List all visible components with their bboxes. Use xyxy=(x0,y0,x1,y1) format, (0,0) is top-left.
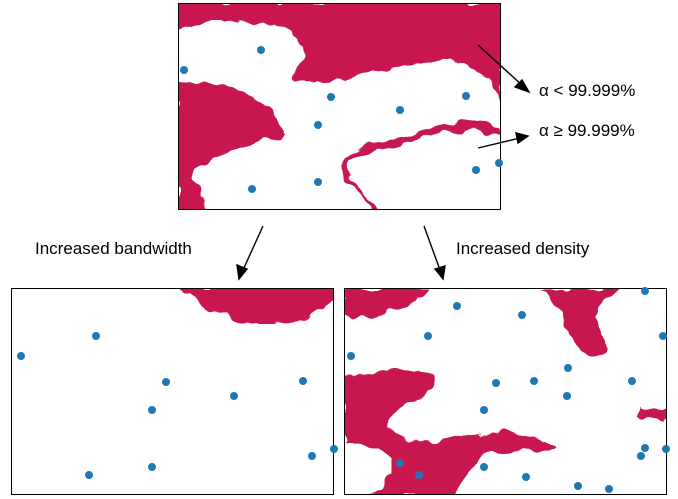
label-increased-density: Increased density xyxy=(456,239,590,258)
density-high-density-region xyxy=(344,288,667,495)
label-alpha-above: α ≥ 99.999% xyxy=(539,121,635,140)
data-point xyxy=(462,92,470,100)
data-point xyxy=(522,473,530,481)
arrow-increased-density xyxy=(423,225,441,271)
data-point xyxy=(415,471,423,479)
data-point xyxy=(453,302,461,310)
arrow-alpha-above xyxy=(477,137,521,149)
arrows xyxy=(236,44,531,281)
label-increased-bandwidth: Increased bandwidth xyxy=(35,239,192,258)
bottom-left-panel xyxy=(11,288,338,495)
data-point xyxy=(480,406,488,414)
data-point xyxy=(563,392,571,400)
bandwidth-high-density-region xyxy=(180,288,334,324)
data-point xyxy=(308,452,316,460)
data-point xyxy=(472,166,480,174)
data-point xyxy=(480,463,488,471)
data-point xyxy=(574,482,582,490)
arrowhead xyxy=(433,265,446,281)
data-point xyxy=(495,159,503,167)
data-point xyxy=(230,392,238,400)
data-point xyxy=(637,452,645,460)
arrowhead xyxy=(515,132,530,145)
bottom-right-frame xyxy=(344,288,667,495)
top-points xyxy=(180,46,503,193)
arrowhead xyxy=(236,263,249,281)
data-point xyxy=(564,364,572,372)
density-low-density-region xyxy=(344,443,392,495)
data-point xyxy=(327,93,335,101)
data-point xyxy=(396,106,404,114)
data-point xyxy=(641,444,649,452)
data-point xyxy=(347,352,355,360)
data-point xyxy=(330,445,338,453)
data-point xyxy=(424,332,432,340)
data-point xyxy=(162,378,170,386)
data-point xyxy=(659,332,667,340)
bandwidth-points xyxy=(17,332,338,479)
data-point xyxy=(148,406,156,414)
data-point xyxy=(518,311,526,319)
data-point xyxy=(628,377,636,385)
data-point xyxy=(92,332,100,340)
data-point xyxy=(85,471,93,479)
data-point xyxy=(314,178,322,186)
arrow-increased-bandwidth xyxy=(242,225,264,271)
data-point xyxy=(248,185,256,193)
arrowhead xyxy=(513,78,531,94)
data-point xyxy=(492,379,500,387)
data-point xyxy=(257,46,265,54)
top-panel xyxy=(178,3,503,210)
data-point xyxy=(530,377,538,385)
data-point xyxy=(314,121,322,129)
arrow-alpha-below xyxy=(477,44,524,87)
top-low-density-region xyxy=(178,20,501,210)
data-point xyxy=(148,463,156,471)
bottom-right-panel xyxy=(344,287,670,495)
data-point xyxy=(17,352,25,360)
data-point xyxy=(396,459,404,467)
data-point xyxy=(662,445,670,453)
bottom-left-frame xyxy=(11,288,334,495)
data-point xyxy=(641,287,649,295)
label-alpha-below: α < 99.999% xyxy=(539,81,636,100)
data-point xyxy=(299,377,307,385)
data-point xyxy=(180,66,188,74)
top-panel-frame xyxy=(178,3,501,210)
density-points xyxy=(347,287,670,493)
data-point xyxy=(605,485,613,493)
